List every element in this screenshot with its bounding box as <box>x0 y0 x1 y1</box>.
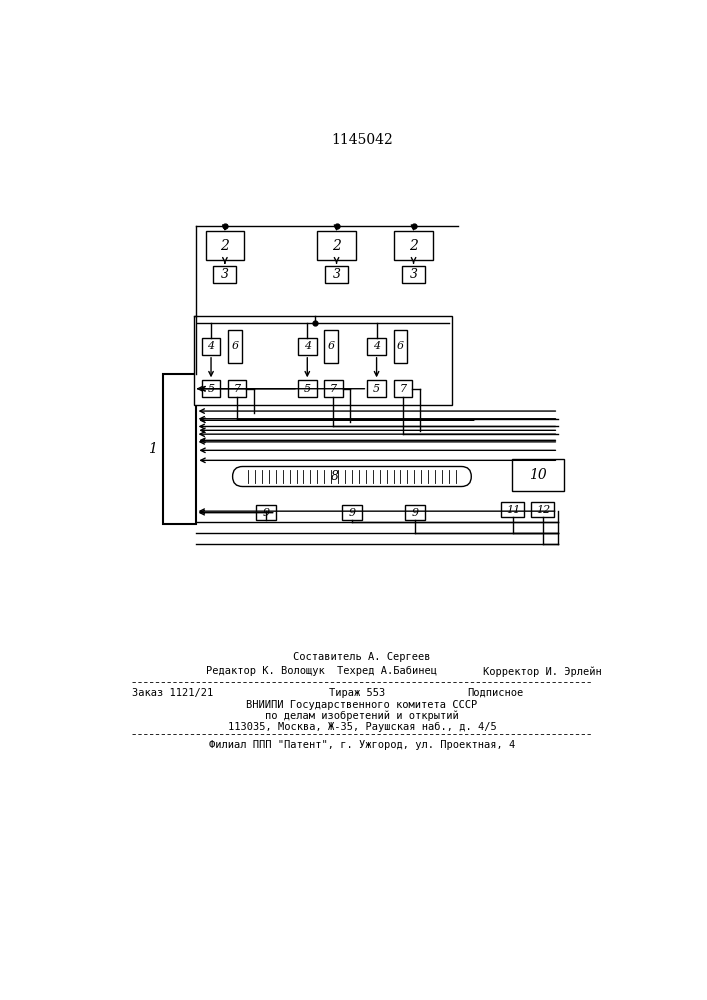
Bar <box>298 338 317 355</box>
Bar <box>201 338 221 355</box>
Text: 1145042: 1145042 <box>331 133 393 147</box>
Text: по делам изобретений и открытий: по делам изобретений и открытий <box>265 711 459 721</box>
Bar <box>394 380 412 397</box>
Text: 5: 5 <box>207 384 215 394</box>
Bar <box>317 231 356 260</box>
Text: 6: 6 <box>231 341 238 351</box>
Bar <box>395 231 433 260</box>
Text: 7: 7 <box>233 384 241 394</box>
Bar <box>325 266 348 283</box>
Text: 6: 6 <box>327 341 334 351</box>
Text: Корректор И. Эрлейн: Корректор И. Эрлейн <box>483 666 602 677</box>
Text: 4: 4 <box>304 341 311 351</box>
Bar <box>325 330 338 363</box>
Text: 5: 5 <box>304 384 311 394</box>
Text: Подписное: Подписное <box>467 688 524 698</box>
Bar <box>214 266 236 283</box>
Text: 10: 10 <box>530 468 547 482</box>
Bar <box>206 231 244 260</box>
Bar <box>163 374 196 524</box>
Text: 8: 8 <box>332 470 339 483</box>
Text: Тираж 553: Тираж 553 <box>329 688 385 698</box>
Text: 3: 3 <box>409 268 418 281</box>
Bar <box>512 459 564 491</box>
Bar <box>368 380 386 397</box>
Text: Техред А.Бабинец: Техред А.Бабинец <box>337 666 436 676</box>
Text: 9: 9 <box>411 508 419 518</box>
Text: 5: 5 <box>373 384 380 394</box>
Bar <box>342 505 362 520</box>
Text: 1: 1 <box>148 442 157 456</box>
Text: 9: 9 <box>262 508 269 518</box>
Text: Филиал ППП "Патент", г. Ужгород, ул. Проектная, 4: Филиал ППП "Патент", г. Ужгород, ул. Про… <box>209 740 515 750</box>
Text: 2: 2 <box>409 239 418 253</box>
Text: 9: 9 <box>349 508 356 518</box>
Text: 12: 12 <box>536 505 550 515</box>
Text: 113035, Москва, Ж-35, Раушская наб., д. 4/5: 113035, Москва, Ж-35, Раушская наб., д. … <box>228 722 496 732</box>
Bar <box>501 502 525 517</box>
Bar <box>402 266 425 283</box>
Bar <box>405 505 425 520</box>
Text: 7: 7 <box>399 384 407 394</box>
Text: 3: 3 <box>221 268 229 281</box>
Text: 11: 11 <box>506 505 520 515</box>
Text: 4: 4 <box>207 341 215 351</box>
Text: Редактор К. Волощук: Редактор К. Волощук <box>206 666 325 676</box>
Text: 6: 6 <box>397 341 404 351</box>
Bar <box>194 316 452 405</box>
Bar <box>394 330 407 363</box>
Text: 2: 2 <box>221 239 229 253</box>
Bar <box>368 338 386 355</box>
Bar <box>325 380 343 397</box>
Text: Заказ 1121/21: Заказ 1121/21 <box>132 688 214 698</box>
Bar <box>298 380 317 397</box>
Text: Составитель А. Сергеев: Составитель А. Сергеев <box>293 652 431 662</box>
Bar <box>228 380 247 397</box>
Bar <box>228 330 242 363</box>
Bar <box>201 380 221 397</box>
Text: 7: 7 <box>330 384 337 394</box>
FancyBboxPatch shape <box>233 466 472 487</box>
Text: ВНИИПИ Государственного комитета СССР: ВНИИПИ Государственного комитета СССР <box>246 700 477 710</box>
Text: 2: 2 <box>332 239 341 253</box>
Text: 3: 3 <box>332 268 341 281</box>
Bar <box>532 502 554 517</box>
Text: 4: 4 <box>373 341 380 351</box>
Bar <box>256 505 276 520</box>
